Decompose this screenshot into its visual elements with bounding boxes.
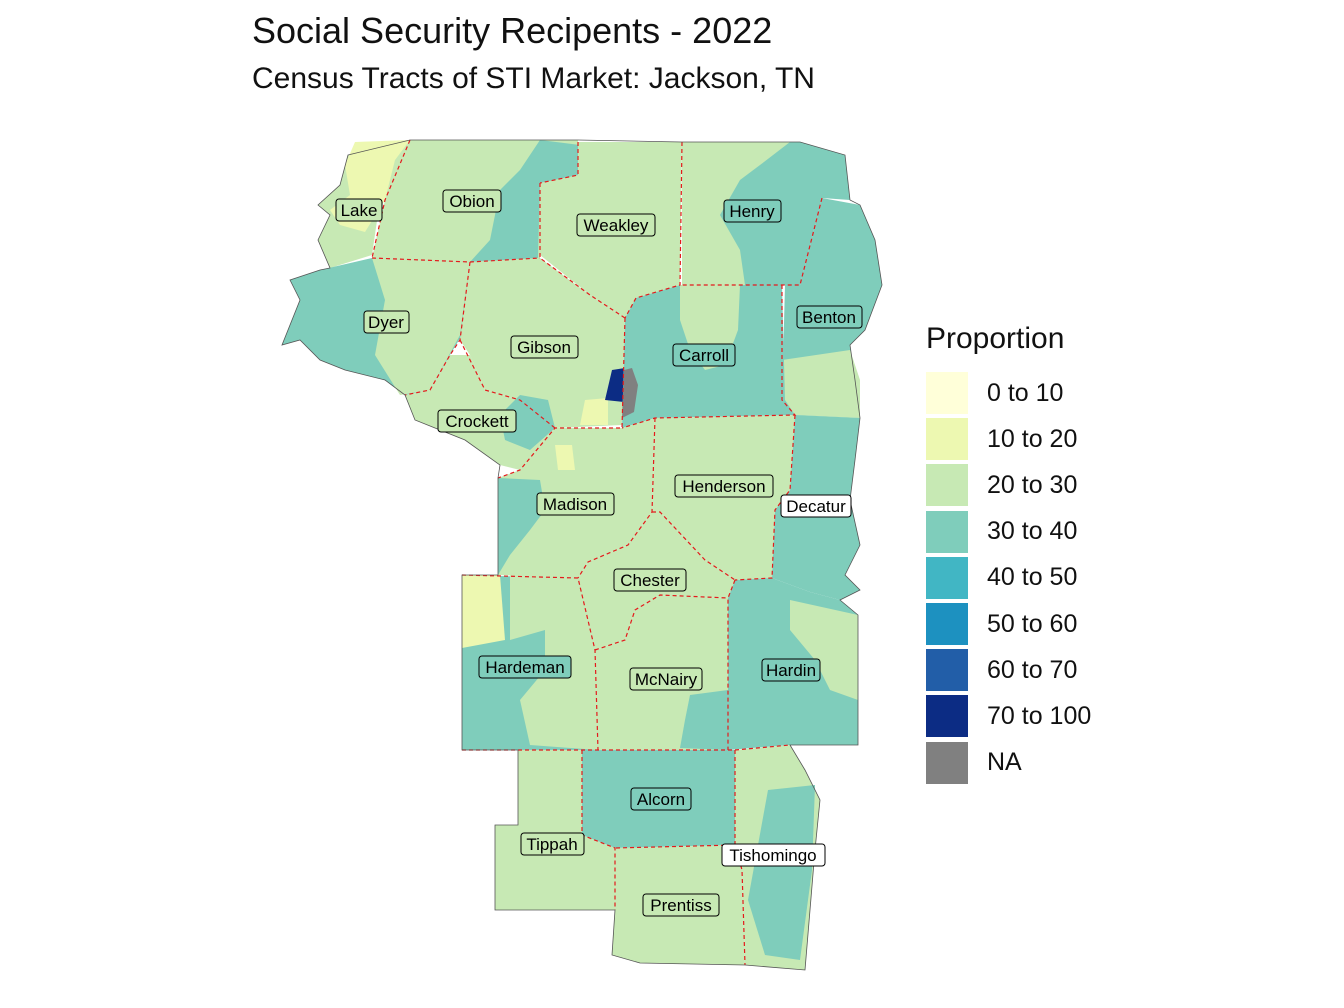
legend-item: 10 to 20 (926, 416, 1091, 462)
county-boundaries (371, 139, 823, 966)
county-label-text: Obion (449, 192, 494, 211)
legend-items: 0 to 10 10 to 20 20 to 30 30 to 40 40 to 50 5… (926, 370, 1091, 786)
county-shape-gibson-tract-high (605, 368, 625, 402)
legend-label: 10 to 20 (987, 424, 1078, 453)
county-label-madison: Madison (536, 492, 615, 516)
county-label-text: Dyer (368, 313, 404, 332)
county-shape-carroll-na (622, 368, 638, 418)
legend-swatch (926, 649, 968, 692)
legend-item: 60 to 70 (926, 647, 1091, 693)
county-label-henderson: Henderson (674, 474, 774, 498)
legend-label: NA (987, 748, 1022, 777)
legend-swatch (926, 556, 968, 599)
legend-swatch (926, 418, 968, 461)
county-label-text: Gibson (517, 338, 571, 357)
county-label-henry: Henry (723, 199, 782, 223)
county-label-text: Alcorn (637, 790, 685, 809)
county-label-weakley: Weakley (576, 213, 656, 237)
county-label-gibson: Gibson (510, 335, 579, 359)
county-label-decatur: Decatur (780, 494, 852, 518)
legend-title: Proportion (926, 322, 1065, 355)
legend-label: 0 to 10 (987, 378, 1064, 407)
map-title: Social Security Recipents - 2022 (252, 10, 773, 51)
legend-label: 50 to 60 (987, 609, 1078, 638)
county-label-text: Weakley (584, 216, 649, 235)
county-label-benton: Benton (796, 305, 863, 329)
county-label-text: Lake (341, 201, 378, 220)
legend-item: 30 to 40 (926, 509, 1091, 555)
legend-label: 40 to 50 (987, 563, 1078, 592)
county-shape-tippah (495, 750, 615, 910)
county-label-hardeman: Hardeman (478, 655, 572, 679)
county-label-chester: Chester (613, 568, 687, 592)
legend-swatch (926, 603, 968, 646)
county-label-carroll: Carroll (672, 343, 736, 367)
county-label-text: Hardeman (485, 658, 564, 677)
county-label-dyer: Dyer (363, 310, 410, 334)
legend-item: 0 to 10 (926, 370, 1091, 416)
legend-item: 70 to 100 (926, 693, 1091, 739)
legend-label: 70 to 100 (987, 701, 1092, 730)
legend-swatch (926, 741, 968, 784)
legend-swatch (926, 695, 968, 738)
county-label-text: Henderson (682, 477, 765, 496)
county-label-hardin: Hardin (761, 658, 821, 682)
market-outline (281, 139, 883, 971)
legend-label: 30 to 40 (987, 517, 1078, 546)
county-label-prentiss: Prentiss (642, 893, 720, 917)
county-shape-mcnairy-tract (680, 690, 728, 750)
legend-item: 20 to 30 (926, 462, 1091, 508)
county-labels: Lake Obion Weakley Henry Dyer Benton Gib… (335, 189, 863, 917)
county-label-crockett: Crockett (437, 409, 517, 433)
county-shape-benton-tract (782, 350, 860, 418)
county-shape-hardin-tract (790, 600, 858, 700)
legend-item: NA (926, 740, 1091, 786)
county-label-text: Tippah (526, 835, 577, 854)
choropleth-map: Lake Obion Weakley Henry Dyer Benton Gib… (281, 139, 883, 971)
legend-swatch (926, 372, 968, 415)
legend-item: 50 to 60 (926, 601, 1091, 647)
county-label-text: Hardin (766, 661, 816, 680)
county-label-text: Chester (620, 571, 680, 590)
county-label-tishomingo: Tishomingo (721, 843, 826, 867)
legend-swatch (926, 464, 968, 507)
legend-swatch (926, 510, 968, 553)
county-label-text: Henry (729, 202, 775, 221)
county-shape-gibson-tract-low (580, 398, 608, 425)
county-shape-hardeman-tract-low (462, 575, 505, 648)
county-label-text: Benton (802, 308, 856, 327)
county-label-lake: Lake (335, 198, 383, 222)
county-shape-henry-tract (682, 142, 790, 285)
county-label-text: Madison (543, 495, 607, 514)
county-label-text: Crockett (445, 412, 509, 431)
county-label-text: Carroll (679, 346, 729, 365)
county-label-mcnairy: McNairy (629, 667, 703, 691)
county-shape-madison-tract-low (555, 445, 575, 470)
county-shape-obion-tract (470, 140, 585, 262)
county-label-text: McNairy (635, 670, 698, 689)
county-label-text: Decatur (786, 497, 846, 516)
legend-item: 40 to 50 (926, 555, 1091, 601)
county-label-text: Prentiss (650, 896, 711, 915)
county-label-text: Tishomingo (729, 846, 816, 865)
legend: Proportion 0 to 10 10 to 20 20 to 30 30 to … (926, 322, 1091, 786)
map-subtitle: Census Tracts of STI Market: Jackson, TN (252, 62, 815, 95)
county-shape-tishomingo-tract (748, 785, 815, 960)
legend-label: 60 to 70 (987, 655, 1078, 684)
county-shape-crockett-tract (500, 395, 555, 450)
legend-label: 20 to 30 (987, 470, 1078, 499)
county-label-tippah: Tippah (520, 832, 585, 856)
county-label-obion: Obion (442, 189, 502, 213)
county-shape-dyer-tract (372, 258, 470, 395)
county-label-alcorn: Alcorn (630, 787, 692, 811)
county-shape-madison-tract-w (498, 478, 545, 575)
